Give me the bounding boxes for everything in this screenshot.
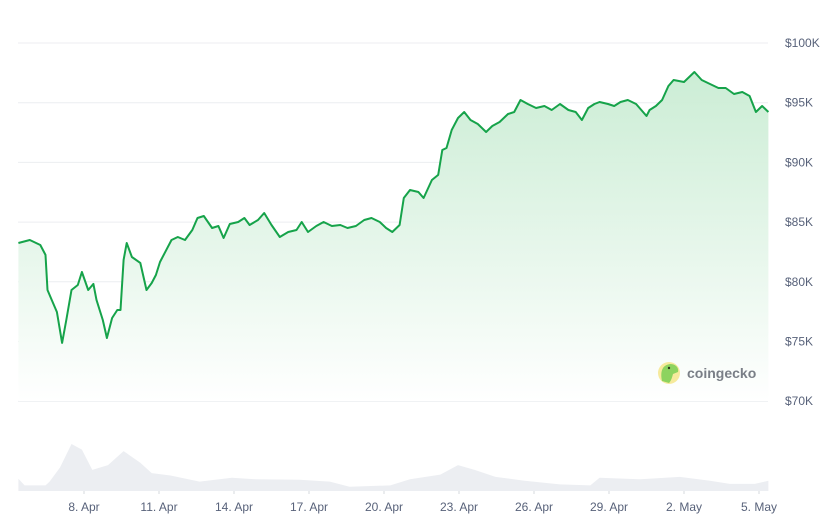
price-area (18, 71, 770, 401)
y-tick-label: $90K (785, 155, 813, 169)
x-tick-label: 2. May (666, 500, 702, 514)
coingecko-watermark: coingecko (658, 362, 756, 384)
x-tick-label: 29. Apr (590, 500, 628, 514)
volume-area (18, 444, 769, 491)
y-tick-label: $95K (785, 96, 813, 110)
y-tick-label: $80K (785, 275, 813, 289)
y-tick-label: $85K (785, 215, 813, 229)
x-tick-label: 5. May (741, 500, 777, 514)
coingecko-logo-text: coingecko (687, 365, 756, 381)
price-fill (18, 72, 769, 401)
y-tick-label: $75K (785, 335, 813, 349)
y-tick-label: $70K (785, 394, 813, 408)
x-tick-label: 17. Apr (290, 500, 328, 514)
x-tick-label: 14. Apr (215, 500, 253, 514)
x-tick-label: 11. Apr (140, 500, 177, 514)
x-tick-label: 8. Apr (68, 500, 99, 514)
x-tick-label: 26. Apr (515, 500, 553, 514)
x-tick-label: 23. Apr (440, 500, 478, 514)
x-tick-label: 20. Apr (365, 500, 403, 514)
y-tick-label: $100K (785, 36, 820, 50)
price-line (18, 71, 770, 344)
x-axis: 8. Apr 11. Apr 14. Apr 17. Apr 20. Apr 23. Ap… (68, 491, 777, 514)
gecko-logo-icon-head (661, 364, 679, 383)
y-axis: $100K $95K $90K $85K $80K $75K $70K (785, 36, 820, 408)
volume-bars (18, 444, 769, 491)
